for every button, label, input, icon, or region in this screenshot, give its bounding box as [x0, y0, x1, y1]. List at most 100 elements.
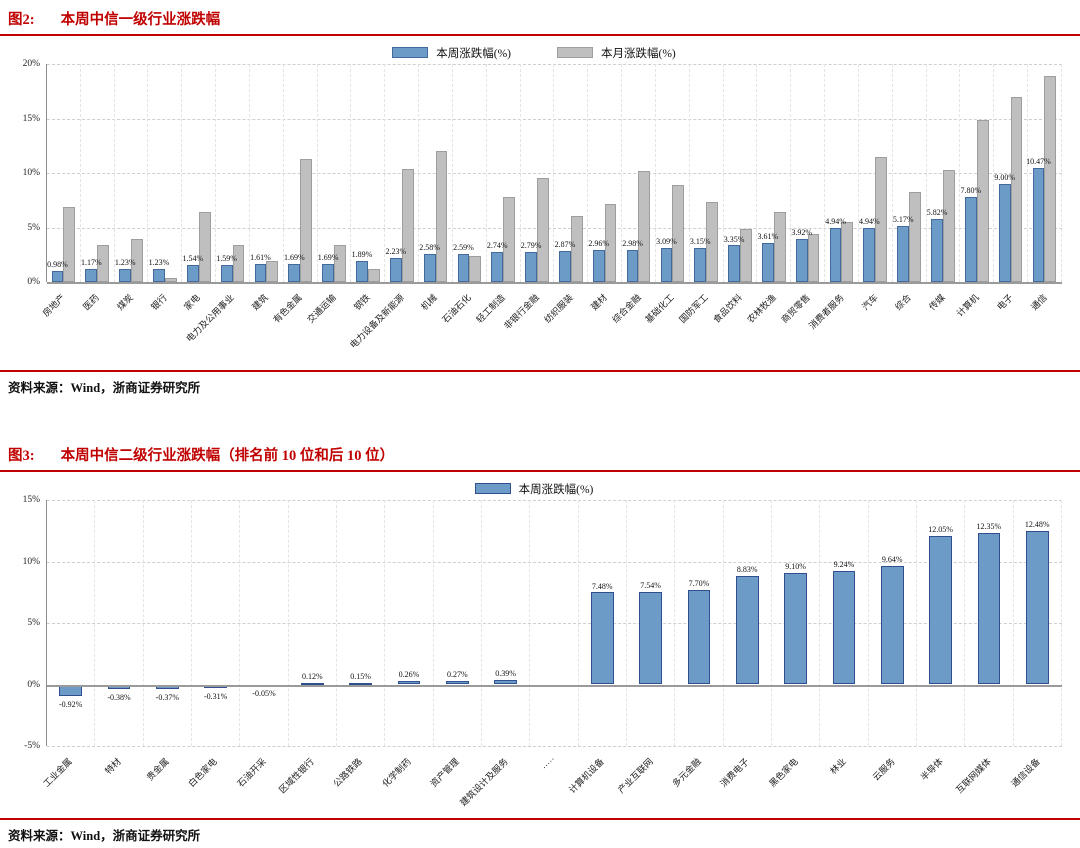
bar [807, 234, 820, 282]
value-label: 0.98% [47, 260, 68, 270]
x-tick-label: 消费电子 [718, 756, 752, 789]
bar [119, 268, 132, 282]
figure2-legend: 本周涨跌幅(%) 本月涨跌幅(%) [6, 44, 1062, 61]
bar [639, 591, 662, 685]
y-tick-label: 5% [27, 618, 40, 628]
x-tick: 房地产 [41, 282, 80, 364]
x-tick: 银行 [148, 282, 182, 364]
value-label: 1.59% [216, 253, 237, 263]
x-tick: 半导体 [917, 746, 965, 812]
x-tick-label: 医药 [80, 292, 101, 313]
bar [1044, 75, 1057, 282]
value-label: 8.83% [736, 564, 758, 574]
figure3-plot: -0.92% -0.38% -0.37% -0.31% -0.05% 0.12% 0.15%… [46, 500, 1062, 747]
category-group [530, 500, 579, 746]
category-group: 7.48% [579, 500, 627, 746]
category-group: 1.54% [182, 64, 217, 282]
bar [367, 268, 380, 282]
x-tick: ····· [530, 746, 578, 812]
bar [739, 228, 752, 282]
bar [186, 265, 199, 282]
category-group: 3.09% [656, 64, 690, 282]
category-group: -0.37% [144, 500, 192, 746]
bar [592, 249, 605, 282]
zero-axis-line [47, 282, 1062, 284]
value-label: 10.47% [1026, 156, 1051, 166]
bar [232, 244, 245, 282]
x-tick-label: 汽车 [859, 292, 880, 313]
bar [401, 168, 414, 282]
value-label: 9.10% [785, 561, 806, 571]
x-tick-label: 建材 [588, 292, 609, 313]
x-tick-label: 多元金融 [670, 756, 703, 789]
x-tick: 贵金属 [143, 746, 191, 812]
value-label: 12.35% [976, 521, 1002, 531]
x-tick-label: 通信 [1028, 292, 1049, 313]
category-group: 1.69% [318, 64, 352, 282]
x-tick: 公路铁路 [332, 746, 384, 812]
value-label: 0.15% [350, 671, 371, 681]
bar [198, 212, 211, 282]
value-label: 1.54% [182, 254, 204, 264]
category-group: 1.17% [81, 64, 115, 282]
category-group: 9.10% [772, 500, 821, 746]
y-tick-label: 0% [27, 277, 40, 287]
x-tick: 计算机设备 [567, 746, 626, 812]
figure3-legend: 本周涨跌幅(%) [6, 480, 1062, 497]
figure2-header: 图2: 本周中信一级行业涨跌幅 [0, 0, 1080, 36]
legend-swatch-icon [557, 47, 593, 58]
category-group: 0.12% [289, 500, 337, 746]
bar [784, 572, 807, 685]
value-label: 4.94% [825, 217, 846, 227]
value-label: 1.69% [283, 252, 305, 262]
x-tick-label: 煤炭 [114, 292, 135, 313]
x-tick-label: 特材 [102, 756, 123, 777]
bar [469, 255, 482, 282]
category-group: 3.92% [791, 64, 826, 282]
bar [288, 263, 301, 282]
bar [131, 239, 143, 282]
figure3-x-axis: 工业金属 特材 贵金属 白色家电 石油开采 区域性银行 公路铁路 化学制药 资产管理 建筑设计及服… [42, 746, 1062, 812]
x-tick-label: 公路铁路 [331, 756, 365, 789]
y-tick-label: -5% [24, 741, 40, 751]
category-group: 12.05% [917, 500, 966, 746]
figure3-label: 图3: [8, 448, 35, 464]
value-label: 3.92% [791, 228, 813, 238]
x-tick: 建筑设计及服务 [458, 746, 529, 812]
x-tick: 电子 [994, 282, 1028, 364]
category-group: 2.79% [521, 64, 555, 282]
value-label: 0.12% [301, 672, 323, 682]
x-tick-label: 综合 [893, 292, 914, 313]
y-tick-label: 10% [22, 168, 40, 178]
bar [977, 532, 1001, 685]
x-tick-label: ····· [539, 754, 558, 773]
bar [706, 202, 718, 282]
bar [964, 196, 977, 282]
x-tick-label: 银行 [148, 292, 169, 313]
y-tick-label: 5% [27, 222, 40, 233]
bar [694, 247, 707, 282]
bar [445, 681, 469, 685]
category-group: 7.54% [627, 500, 676, 746]
x-tick: 通信设备 [1009, 746, 1062, 812]
category-group: 2.96% [588, 64, 623, 282]
bar [829, 228, 842, 282]
category-group: 10.47% [1026, 64, 1062, 282]
value-label: 5.17% [892, 214, 914, 224]
legend-swatch-icon [474, 483, 511, 494]
bar [254, 264, 267, 282]
bar [626, 249, 639, 282]
bar [761, 242, 774, 282]
x-tick-label: 黑色家电 [767, 756, 800, 789]
bar [638, 170, 651, 282]
y-tick-label: 10% [22, 556, 40, 567]
value-label: 1.89% [351, 250, 373, 260]
x-tick-label: 传媒 [927, 292, 948, 313]
x-tick: 互联网媒体 [954, 746, 1013, 812]
category-group: 1.61% [250, 64, 284, 282]
figure2-plot: 0.98% 1.17% 1.23% 1.23% 1.54% 1.59% 1.61% 1.69%… [46, 64, 1062, 284]
x-tick: 消费电子 [719, 746, 771, 812]
x-tick: 林业 [820, 746, 868, 812]
value-label: 9.24% [833, 559, 855, 569]
x-tick: 黑色家电 [767, 746, 820, 812]
